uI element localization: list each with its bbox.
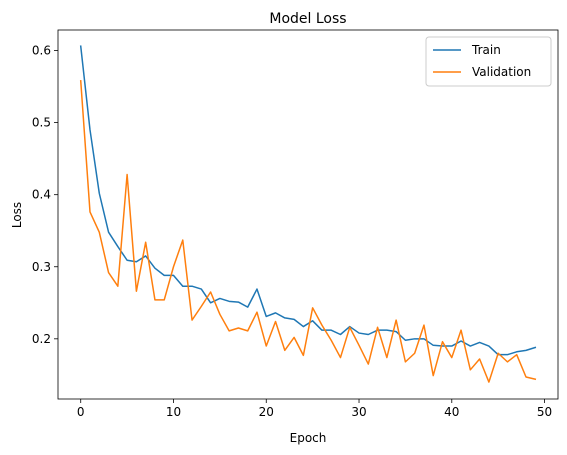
y-axis: 0.2 0.3 0.4 0.5 0.6 (32, 44, 58, 346)
plot-frame (57, 29, 559, 400)
x-tick-label: 10 (166, 405, 181, 419)
y-axis-label: Loss (10, 202, 24, 228)
y-tick-label: 0.5 (32, 116, 51, 130)
series-line-train (79, 45, 537, 356)
x-tick-label: 0 (77, 405, 85, 419)
y-tick-label: 0.6 (32, 44, 51, 58)
x-axis-label: Epoch (290, 431, 327, 445)
y-tick-label: 0.4 (32, 188, 51, 202)
x-tick-label: 50 (537, 405, 552, 419)
legend-label-train: Train (471, 43, 501, 57)
plot-area (57, 29, 559, 400)
x-tick-label: 20 (259, 405, 274, 419)
series-layer (79, 45, 537, 383)
x-axis: 0 10 20 30 40 50 (77, 399, 552, 419)
series-line-validation (79, 80, 537, 383)
y-tick-label: 0.2 (32, 332, 51, 346)
x-tick-label: 30 (351, 405, 366, 419)
chart-title: Model Loss (269, 11, 346, 27)
legend-label-validation: Validation (472, 65, 531, 79)
x-tick-label: 40 (444, 405, 459, 419)
y-tick-label: 0.3 (32, 260, 51, 274)
legend: Train Validation (425, 36, 552, 87)
